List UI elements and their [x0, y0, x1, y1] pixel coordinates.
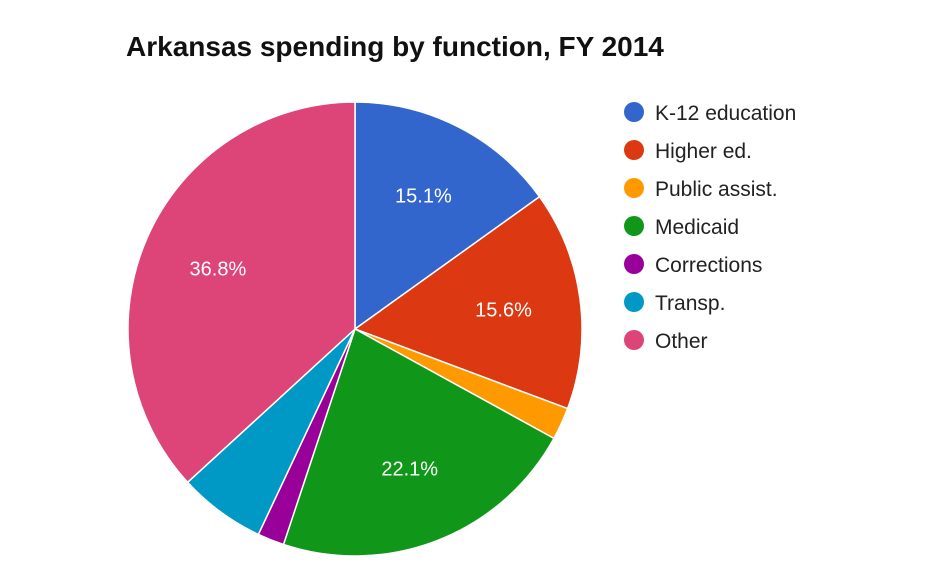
legend-label-higher-ed: Higher ed.	[655, 140, 752, 163]
legend-label-transp: Transp.	[655, 292, 725, 315]
legend-item-corrections: Corrections	[624, 254, 762, 277]
legend: K-12 education Higher ed. Public assist. Me…	[624, 102, 796, 353]
legend-swatch-public-assist	[624, 178, 644, 198]
legend-label-medicaid: Medicaid	[655, 216, 739, 239]
legend-item-higher-ed: Higher ed.	[624, 140, 752, 163]
legend-swatch-k-12-education	[624, 102, 644, 122]
legend-swatch-other	[624, 330, 644, 350]
pie-slice-k-12-education	[354, 101, 541, 331]
pie-slice-medicaid	[282, 327, 555, 557]
chart-title: Arkansas spending by function, FY 2014	[126, 31, 664, 62]
pie-slice-higher-ed	[353, 195, 583, 410]
legend-item-other: Other	[624, 330, 708, 353]
legend-swatch-higher-ed	[624, 140, 644, 160]
slice-labels: 15.1% 15.6% 22.1% 36.8%	[190, 186, 533, 481]
legend-label-public-assist: Public assist.	[655, 178, 778, 201]
slice-label-k-12-education: 15.1%	[395, 186, 452, 208]
pie	[127, 101, 583, 557]
legend-item-public-assist: Public assist.	[624, 178, 778, 201]
legend-label-k-12-education: K-12 education	[655, 102, 796, 125]
legend-swatch-corrections	[624, 254, 644, 274]
slice-label-other: 36.8%	[190, 259, 247, 281]
slice-label-higher-ed: 15.6%	[475, 299, 532, 321]
legend-swatch-transp	[624, 292, 644, 312]
legend-item-medicaid: Medicaid	[624, 216, 739, 239]
legend-item-transp: Transp.	[624, 292, 725, 315]
slice-label-medicaid: 22.1%	[381, 459, 438, 481]
legend-label-other: Other	[655, 330, 708, 353]
legend-swatch-medicaid	[624, 216, 644, 236]
legend-item-k-12-education: K-12 education	[624, 102, 796, 125]
pie-slice-other	[127, 101, 356, 484]
legend-label-corrections: Corrections	[655, 254, 762, 277]
